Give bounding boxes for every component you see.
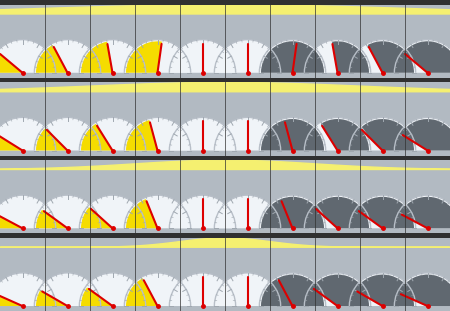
Wedge shape [259, 273, 326, 306]
Wedge shape [34, 195, 101, 228]
Wedge shape [261, 275, 324, 306]
Wedge shape [349, 39, 416, 73]
Wedge shape [79, 273, 146, 306]
Wedge shape [79, 195, 146, 228]
Wedge shape [126, 120, 158, 151]
Wedge shape [81, 42, 112, 73]
Wedge shape [0, 134, 22, 151]
Wedge shape [0, 53, 22, 73]
Wedge shape [34, 39, 101, 73]
Wedge shape [261, 41, 324, 73]
Wedge shape [400, 197, 450, 228]
Wedge shape [81, 207, 112, 228]
Wedge shape [399, 275, 450, 306]
Wedge shape [36, 128, 68, 151]
Wedge shape [0, 39, 56, 73]
Wedge shape [304, 117, 371, 151]
Wedge shape [312, 275, 369, 306]
Wedge shape [36, 210, 68, 228]
Wedge shape [368, 41, 414, 73]
Bar [0, 233, 450, 238]
Wedge shape [314, 197, 369, 228]
Wedge shape [0, 117, 56, 151]
Polygon shape [0, 160, 450, 169]
Wedge shape [124, 39, 191, 73]
Polygon shape [0, 238, 450, 247]
Bar [0, 156, 450, 160]
Wedge shape [124, 195, 191, 228]
Wedge shape [169, 273, 236, 306]
Wedge shape [357, 197, 414, 228]
Wedge shape [321, 119, 369, 151]
Wedge shape [36, 45, 68, 73]
Wedge shape [349, 117, 416, 151]
Wedge shape [403, 41, 450, 73]
Wedge shape [34, 273, 101, 306]
Wedge shape [169, 117, 236, 151]
Wedge shape [214, 273, 281, 306]
Wedge shape [169, 39, 236, 73]
Wedge shape [349, 195, 416, 228]
Wedge shape [126, 41, 162, 73]
Wedge shape [0, 213, 22, 228]
Wedge shape [332, 41, 369, 73]
Wedge shape [0, 293, 22, 306]
Wedge shape [259, 117, 326, 151]
Wedge shape [0, 195, 56, 228]
Wedge shape [261, 119, 324, 151]
Wedge shape [126, 278, 158, 306]
Wedge shape [394, 273, 450, 306]
Wedge shape [304, 195, 371, 228]
Polygon shape [0, 82, 450, 92]
Wedge shape [81, 287, 112, 306]
Wedge shape [355, 275, 414, 306]
Wedge shape [394, 195, 450, 228]
Bar [0, 0, 450, 5]
Wedge shape [126, 199, 158, 228]
Wedge shape [0, 273, 56, 306]
Wedge shape [259, 39, 326, 73]
Wedge shape [349, 273, 416, 306]
Wedge shape [259, 195, 326, 228]
Wedge shape [81, 124, 112, 151]
Bar [0, 78, 450, 82]
Wedge shape [360, 119, 414, 151]
Wedge shape [304, 273, 371, 306]
Wedge shape [394, 39, 450, 73]
Wedge shape [124, 273, 191, 306]
Polygon shape [0, 5, 450, 14]
Wedge shape [79, 39, 146, 73]
Wedge shape [214, 117, 281, 151]
Wedge shape [36, 290, 68, 306]
Wedge shape [214, 195, 281, 228]
Wedge shape [304, 39, 371, 73]
Wedge shape [124, 117, 191, 151]
Wedge shape [79, 117, 146, 151]
Wedge shape [401, 119, 450, 151]
Wedge shape [214, 39, 281, 73]
Wedge shape [261, 197, 324, 228]
Wedge shape [169, 195, 236, 228]
Wedge shape [34, 117, 101, 151]
Wedge shape [394, 117, 450, 151]
